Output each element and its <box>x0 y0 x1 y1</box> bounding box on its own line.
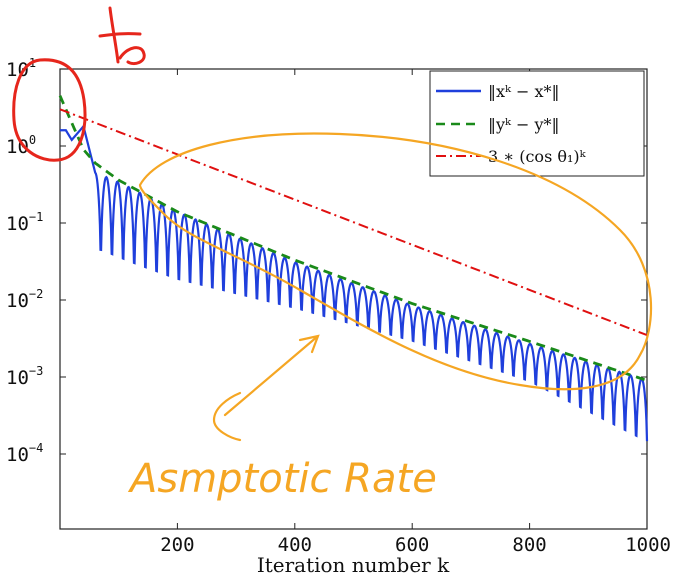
x-tick-label: 1000 <box>625 534 671 556</box>
red-scribble-top <box>98 6 146 66</box>
x-tick-label: 400 <box>278 534 312 556</box>
legend-box <box>429 70 645 177</box>
orange-oval-annotation <box>138 132 653 391</box>
red-circle-annotation <box>12 58 87 162</box>
x-axis-title: Iteration number k <box>257 553 450 577</box>
plot-frame <box>59 68 648 530</box>
y-tick-label: 10−1 <box>6 210 43 235</box>
series-layer <box>58 95 649 442</box>
handwritten-annotations: Asmptotic Rate <box>12 6 653 502</box>
y-tick-label: 10−4 <box>6 441 43 466</box>
legend-label-x: ‖xᵏ − x*‖ <box>488 82 559 101</box>
x-tick-label: 800 <box>512 534 546 556</box>
y-tick-label: 100 <box>6 133 36 158</box>
y-tick-label: 10−2 <box>6 287 43 312</box>
x-axis-ticks: 200 400 600 800 1000 <box>160 69 671 556</box>
legend-label-y: ‖yᵏ − y*‖ <box>488 115 560 134</box>
orange-arrow-annotation <box>212 334 320 442</box>
x-tick-label: 600 <box>395 534 429 556</box>
series-line-x <box>60 124 649 442</box>
asymptotic-rate-label: Asmptotic Rate <box>127 456 437 502</box>
series-line-rate <box>59 108 648 337</box>
y-tick-label: 10−3 <box>6 364 43 389</box>
legend: ‖xᵏ − x*‖ ‖yᵏ − y*‖ 3 ∗ (cos θ₁)ᵏ <box>429 70 645 177</box>
x-tick-label: 200 <box>160 534 194 556</box>
series-line-y <box>58 95 648 382</box>
legend-label-rate: 3 ∗ (cos θ₁)ᵏ <box>488 147 587 166</box>
